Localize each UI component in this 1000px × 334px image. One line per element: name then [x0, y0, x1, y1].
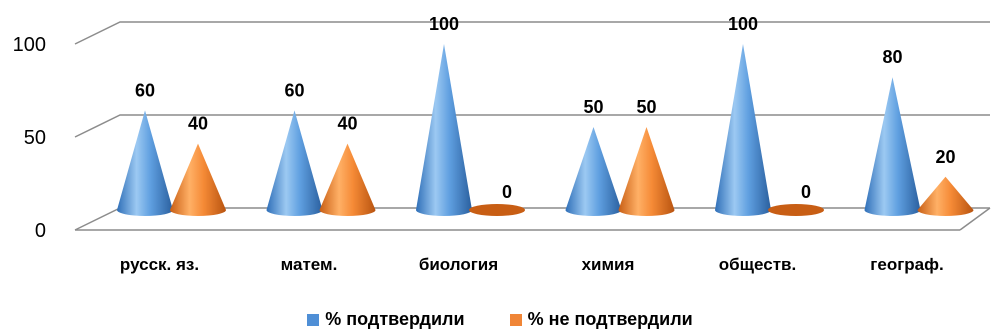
x-category-label: биология	[419, 255, 498, 274]
cone-confirmed-4	[715, 44, 771, 216]
cone-confirmed-2	[416, 44, 472, 216]
legend-label-series-2: % не подтвердили	[527, 308, 693, 329]
data-label: 100	[728, 14, 758, 34]
gridline	[74, 114, 990, 138]
data-label: 0	[801, 182, 811, 202]
data-label: 50	[636, 97, 656, 117]
data-label: 100	[429, 14, 459, 34]
data-label: 40	[337, 114, 357, 134]
x-category-label: русск. яз.	[120, 255, 199, 274]
data-label: 20	[935, 147, 955, 167]
cone-not-confirmed-3	[618, 127, 675, 216]
cone-confirmed-5	[864, 77, 921, 216]
y-tick-label: 0	[35, 220, 46, 242]
data-label: 50	[583, 97, 603, 117]
legend-item-series-2: % не подтвердили	[509, 308, 693, 330]
cone-not-confirmed-1	[319, 143, 376, 216]
cone-confirmed-3	[565, 127, 622, 216]
x-category-label: обществ.	[719, 255, 796, 274]
data-label: 0	[502, 182, 512, 202]
legend-swatch-series-1	[307, 313, 320, 326]
data-label: 80	[882, 47, 902, 67]
legend-label-series-1: % подтвердили	[325, 308, 465, 329]
cone-not-confirmed-4	[768, 204, 824, 216]
data-label: 60	[284, 80, 304, 100]
cone-not-confirmed-0	[170, 143, 226, 216]
legend-swatch-series-2	[509, 313, 522, 326]
data-label: 40	[188, 114, 208, 134]
x-category-label: химия	[582, 255, 635, 274]
y-tick-label: 50	[24, 127, 46, 149]
gridline	[74, 21, 990, 45]
cone-confirmed-1	[266, 110, 323, 216]
floor-side-edge	[959, 207, 991, 231]
x-category-label: матем.	[281, 255, 338, 274]
data-label: 60	[135, 80, 155, 100]
legend-item-series-1: % подтвердили	[307, 308, 465, 330]
cone-confirmed-0	[117, 110, 173, 216]
cone-not-confirmed-2	[469, 204, 525, 216]
y-tick-label: 100	[13, 34, 46, 56]
legend: % подтвердили % не подтвердили	[0, 308, 1000, 330]
x-category-label: географ.	[870, 255, 943, 274]
cone-not-confirmed-5	[917, 176, 974, 216]
